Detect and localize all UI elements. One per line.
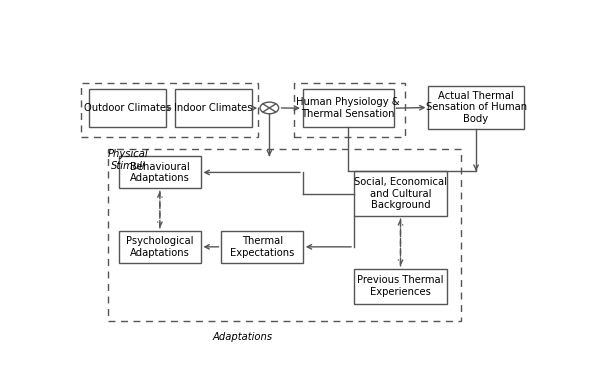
- Bar: [107, 149, 461, 321]
- Bar: [81, 83, 258, 138]
- Text: Human Physiology &
Thermal Sensation: Human Physiology & Thermal Sensation: [296, 97, 400, 119]
- Text: Physical
Stimuli: Physical Stimuli: [108, 149, 149, 171]
- Text: Social, Economical
and Cultural
Background: Social, Economical and Cultural Backgrou…: [354, 177, 447, 210]
- Bar: [303, 89, 394, 127]
- Bar: [354, 269, 447, 304]
- Circle shape: [260, 102, 278, 114]
- Text: Actual Thermal
Sensation of Human
Body: Actual Thermal Sensation of Human Body: [425, 91, 527, 124]
- Bar: [119, 157, 200, 188]
- Bar: [428, 86, 524, 128]
- Bar: [175, 89, 252, 127]
- Text: Thermal
Expectations: Thermal Expectations: [230, 236, 295, 258]
- Bar: [221, 231, 303, 263]
- Text: Psychological
Adaptations: Psychological Adaptations: [126, 236, 194, 258]
- Text: Outdoor Climates: Outdoor Climates: [83, 103, 171, 113]
- Text: Behavioural
Adaptations: Behavioural Adaptations: [130, 161, 190, 183]
- Bar: [354, 171, 447, 216]
- Text: Previous Thermal
Experiences: Previous Thermal Experiences: [357, 276, 444, 297]
- Bar: [119, 231, 200, 263]
- Text: Indoor Climates: Indoor Climates: [174, 103, 253, 113]
- Bar: [89, 89, 166, 127]
- Bar: [293, 83, 405, 138]
- Text: Adaptations: Adaptations: [212, 332, 272, 342]
